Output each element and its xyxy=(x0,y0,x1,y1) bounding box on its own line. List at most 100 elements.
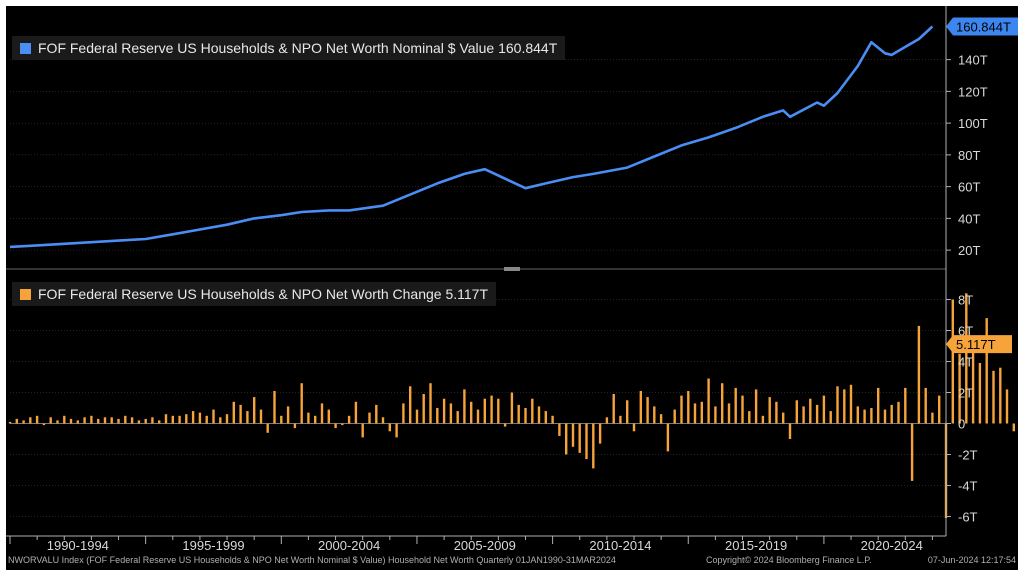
net-worth-change-bar xyxy=(49,417,52,424)
net-worth-change-bar xyxy=(653,406,656,424)
net-worth-change-bar xyxy=(734,387,737,424)
net-worth-change-bar xyxy=(578,423,581,453)
net-worth-change-bar xyxy=(347,415,351,424)
footer-copyright: Copyright© 2024 Bloomberg Finance L.P. xyxy=(706,555,872,565)
net-worth-change-bar xyxy=(802,406,805,424)
net-worth-change-bar xyxy=(971,346,975,424)
net-worth-change-last-value-tag xyxy=(946,335,1012,354)
net-worth-change-bar xyxy=(537,406,541,424)
net-worth-change-bar xyxy=(205,415,208,424)
net-worth-change-bar xyxy=(754,389,758,424)
net-worth-change-bar xyxy=(225,414,229,424)
net-worth-change-bar xyxy=(890,404,893,424)
net-worth-change-bar xyxy=(863,409,866,424)
net-worth-last-value-label: 160.844T xyxy=(956,20,1011,35)
net-worth-change-bar xyxy=(130,417,134,424)
net-worth-change-bar xyxy=(558,423,561,436)
net-worth-change-bar xyxy=(612,394,615,424)
net-worth-change-bar xyxy=(422,394,425,424)
net-worth-change-bar xyxy=(15,418,18,424)
net-worth-change-bar xyxy=(707,378,710,424)
net-worth-line xyxy=(9,25,934,249)
bottom-ytick-label: 4T xyxy=(958,355,973,370)
net-worth-change-bar xyxy=(985,318,988,424)
net-worth-change-bar xyxy=(219,417,222,424)
net-worth-change-bar xyxy=(90,415,93,424)
net-worth-change-bar xyxy=(97,418,100,424)
net-worth-change-bar xyxy=(124,415,127,424)
net-worth-change-bar xyxy=(483,398,486,424)
footer-timestamp: 07-Jun-2024 12:17:54 xyxy=(927,555,1016,565)
net-worth-change-bar xyxy=(246,411,249,424)
footer-source: NWORVALU Index (FOF Federal Reserve US H… xyxy=(8,555,616,565)
net-worth-change-bar xyxy=(687,391,690,424)
net-worth-change-bar xyxy=(524,408,527,424)
x-period-label: 2000-2004 xyxy=(318,538,380,553)
chart-canvas: 20T 40T 60T 80T 100T 120T 140T 160.844T -6T -4T -2… xyxy=(6,6,1018,553)
net-worth-change-bar xyxy=(178,415,181,424)
net-worth-change-bar xyxy=(327,409,330,424)
net-worth-change-bar xyxy=(788,423,792,439)
net-worth-change-bar xyxy=(35,415,39,424)
bottom-ytick-label: -2T xyxy=(958,448,978,463)
net-worth-change-bar xyxy=(666,423,670,452)
net-worth-change-bar xyxy=(659,414,663,424)
net-worth-change-bar xyxy=(436,408,439,424)
net-worth-change-bar xyxy=(286,406,290,424)
net-worth-change-bar xyxy=(870,408,873,424)
net-worth-change-bar xyxy=(897,401,900,424)
x-period-label: 2005-2009 xyxy=(454,538,516,553)
net-worth-change-bar xyxy=(856,406,859,424)
net-worth-change-bar xyxy=(266,423,269,433)
bottom-ytick-label: 0 xyxy=(958,417,965,432)
net-worth-change-bar xyxy=(280,415,283,424)
net-worth-change-bar xyxy=(904,387,907,424)
net-worth-change-bar xyxy=(63,415,66,424)
net-worth-change-bar xyxy=(293,423,297,429)
net-worth-change-bar xyxy=(632,423,636,432)
axis-layer: 20T 40T 60T 80T 100T 120T 140T 160.844T -6T -4T -2… xyxy=(945,6,1018,536)
net-worth-change-bar xyxy=(490,395,493,424)
net-worth-change-bar xyxy=(775,401,778,424)
net-worth-change-bar xyxy=(8,421,12,424)
net-worth-change-bar xyxy=(117,418,120,424)
net-worth-change-bar xyxy=(191,411,195,424)
net-worth-change-bar xyxy=(409,386,412,424)
net-worth-change-bar xyxy=(761,415,765,424)
legend-swatch-net-worth xyxy=(20,42,31,54)
net-worth-change-bar xyxy=(517,404,520,424)
net-worth-change-bar xyxy=(646,397,649,424)
net-worth-change-bar xyxy=(768,397,771,424)
net-worth-change-bar xyxy=(375,404,378,424)
panel-divider xyxy=(6,267,946,271)
net-worth-change-bar xyxy=(144,418,147,424)
net-worth-change-bar xyxy=(748,411,751,424)
net-worth-change-bar xyxy=(938,395,941,424)
net-worth-change-bar xyxy=(795,400,798,424)
net-worth-change-bar xyxy=(395,423,398,438)
net-worth-change-bar xyxy=(693,403,697,424)
net-worth-change-bar xyxy=(198,412,202,424)
net-worth-change-bar xyxy=(992,370,995,424)
bottom-ytick-label: -4T xyxy=(958,479,978,494)
x-period-label: 2020-2024 xyxy=(861,538,923,553)
net-worth-change-bar xyxy=(83,417,86,424)
net-worth-change-bar xyxy=(429,383,432,424)
bottom-ytick-label: 8T xyxy=(958,293,973,308)
net-worth-change-bar xyxy=(320,403,324,424)
net-worth-change-bar xyxy=(29,417,32,424)
net-worth-change-bar xyxy=(782,412,785,424)
net-worth-change-bar xyxy=(1005,389,1009,424)
net-worth-change-bar xyxy=(999,367,1002,424)
top-ytick-label: 20T xyxy=(958,243,980,258)
top-ytick-label: 120T xyxy=(958,84,988,99)
top-ytick-label: 140T xyxy=(958,53,988,68)
net-worth-change-bar xyxy=(815,404,819,424)
net-worth-change-bar xyxy=(69,418,73,424)
top-ytick-label: 80T xyxy=(958,148,980,163)
legend-swatch-change xyxy=(20,288,31,300)
legend-net-worth: FOF Federal Reserve US Households & NPO … xyxy=(12,36,566,60)
net-worth-change-bar xyxy=(239,404,242,424)
net-worth-change-bar xyxy=(727,403,731,424)
net-worth-change-bar xyxy=(314,415,317,424)
